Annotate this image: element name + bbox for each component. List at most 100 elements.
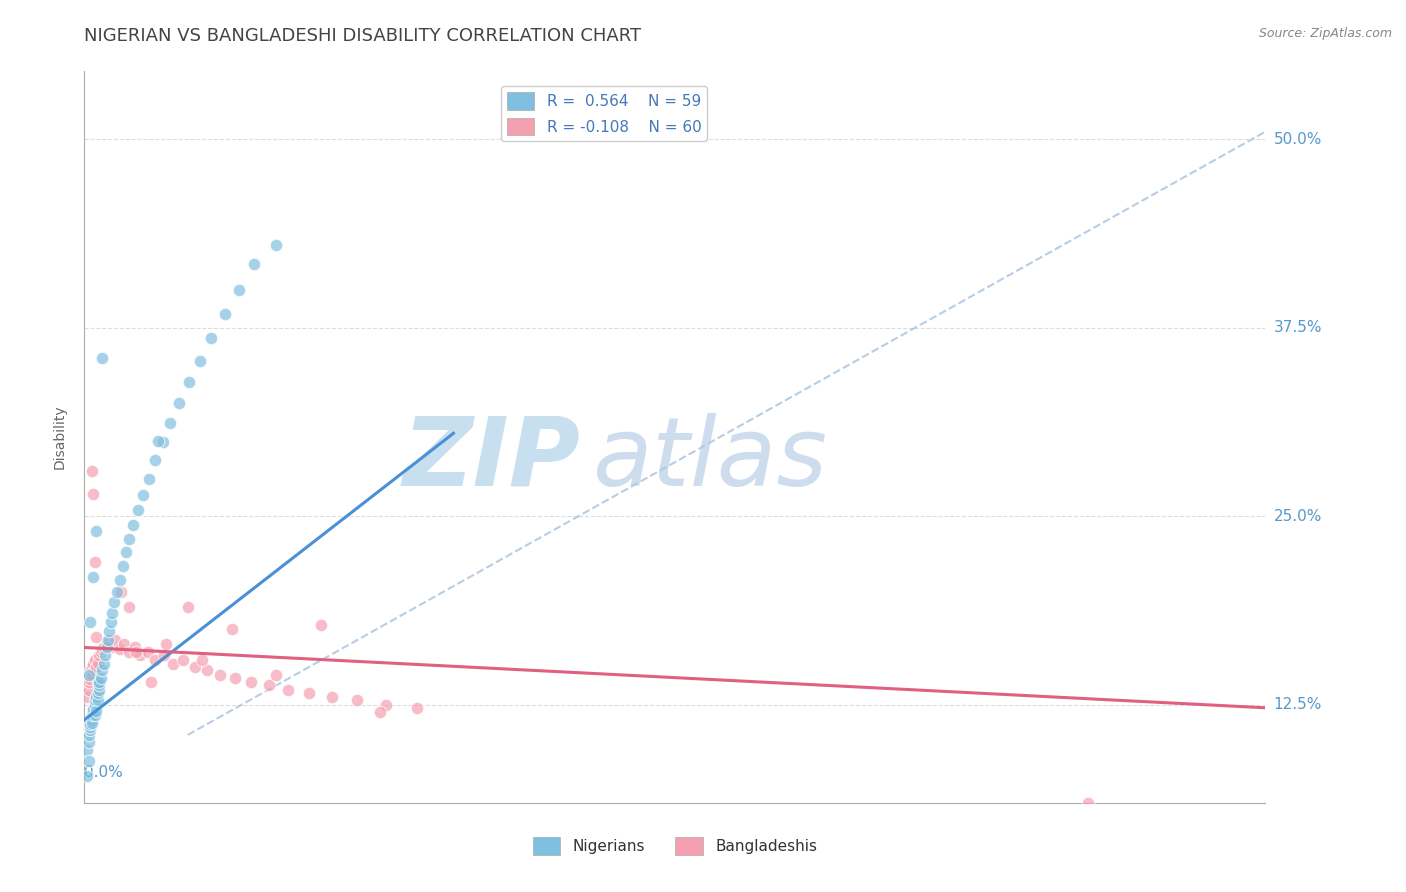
Point	[86, 656, 108, 670]
Point	[86, 693, 108, 707]
Point	[79, 672, 101, 686]
Point	[243, 257, 266, 271]
Point	[224, 671, 246, 685]
Point	[108, 642, 131, 657]
Text: atlas: atlas	[592, 412, 827, 506]
Point	[76, 769, 98, 783]
Point	[114, 545, 136, 559]
Point	[112, 637, 135, 651]
Text: Source: ZipAtlas.com: Source: ZipAtlas.com	[1258, 27, 1392, 40]
Point	[82, 702, 104, 716]
Point	[257, 678, 280, 692]
Point	[153, 648, 176, 662]
Point	[84, 704, 107, 718]
Point	[104, 632, 127, 647]
Legend: Nigerians, Bangladeshis: Nigerians, Bangladeshis	[526, 831, 824, 861]
Point	[80, 708, 103, 723]
Point	[83, 554, 105, 568]
Point	[86, 675, 108, 690]
Point	[79, 663, 101, 677]
Point	[103, 595, 125, 609]
Point	[98, 634, 121, 648]
Point	[200, 331, 222, 345]
Point	[76, 743, 98, 757]
Point	[188, 354, 211, 368]
Point	[96, 640, 118, 655]
Point	[214, 307, 236, 321]
Text: 0.0%: 0.0%	[84, 764, 124, 780]
Point	[124, 640, 146, 655]
Point	[82, 706, 104, 720]
Point	[184, 660, 207, 674]
Point	[132, 488, 155, 502]
Point	[143, 453, 166, 467]
Point	[221, 623, 243, 637]
Point	[90, 645, 112, 659]
Point	[162, 657, 184, 671]
Point	[77, 754, 100, 768]
Point	[83, 698, 105, 712]
Point	[155, 637, 177, 651]
Point	[101, 640, 124, 655]
Point	[82, 486, 104, 500]
Text: 25.0%: 25.0%	[1274, 508, 1322, 524]
Point	[83, 693, 105, 707]
Point	[83, 663, 105, 677]
Point	[159, 416, 181, 430]
Point	[346, 693, 368, 707]
Point	[90, 671, 112, 685]
Text: 50.0%: 50.0%	[1274, 132, 1322, 146]
Point	[167, 396, 190, 410]
Point	[91, 663, 114, 677]
Point	[77, 675, 100, 690]
Point	[309, 617, 332, 632]
Point	[80, 667, 103, 681]
Point	[125, 645, 148, 659]
Point	[277, 682, 299, 697]
Point	[80, 713, 103, 727]
Point	[368, 706, 391, 720]
Point	[405, 700, 427, 714]
Point	[127, 503, 149, 517]
Point	[101, 606, 124, 620]
Point	[79, 615, 101, 629]
Point	[179, 375, 201, 389]
Point	[84, 690, 107, 705]
Point	[79, 723, 101, 738]
Point	[97, 632, 120, 647]
Point	[108, 573, 131, 587]
Point	[96, 637, 118, 651]
Point	[87, 648, 111, 662]
Point	[172, 652, 194, 666]
Point	[1033, 818, 1056, 832]
Point	[298, 686, 321, 700]
Point	[83, 652, 105, 666]
Point	[152, 435, 174, 450]
Point	[1077, 796, 1099, 810]
Point	[209, 667, 232, 681]
Point	[84, 524, 107, 539]
Point	[148, 434, 170, 448]
Point	[84, 630, 107, 644]
Point	[138, 471, 160, 485]
Point	[87, 678, 111, 692]
Point	[94, 648, 117, 662]
Point	[93, 640, 115, 655]
Point	[87, 675, 111, 690]
Point	[91, 642, 114, 657]
Point	[77, 728, 100, 742]
Point	[143, 652, 166, 666]
Point	[79, 717, 101, 731]
Point	[87, 682, 111, 697]
Point	[76, 690, 98, 705]
Point	[191, 652, 214, 666]
Point	[100, 615, 122, 629]
Point	[86, 686, 108, 700]
Point	[118, 599, 141, 614]
Point	[118, 645, 141, 659]
Point	[240, 675, 263, 690]
Point	[91, 351, 114, 365]
Text: NIGERIAN VS BANGLADESHI DISABILITY CORRELATION CHART: NIGERIAN VS BANGLADESHI DISABILITY CORRE…	[84, 27, 641, 45]
Point	[136, 645, 159, 659]
Point	[83, 708, 105, 723]
